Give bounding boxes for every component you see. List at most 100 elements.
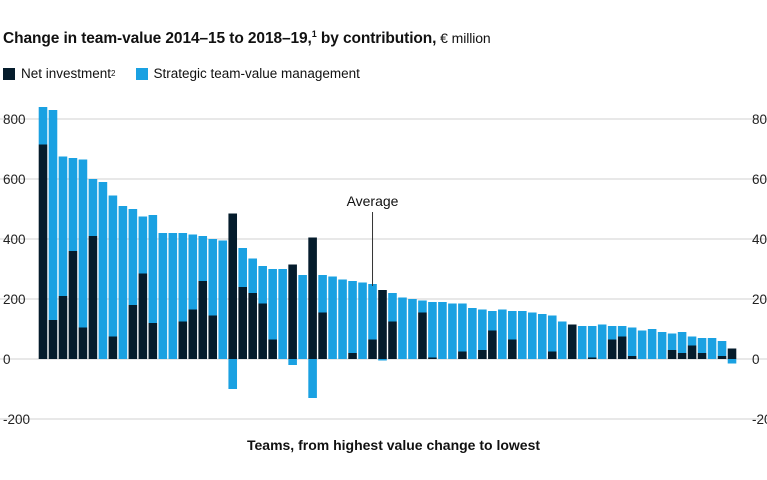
bar-strategic-management <box>537 314 547 359</box>
y-tick-label-right: 200 <box>752 292 767 307</box>
bar-strategic-management <box>278 269 287 359</box>
bar-strategic-management <box>508 311 517 340</box>
bar-net-investment <box>478 350 487 359</box>
bar-net-investment <box>607 339 617 359</box>
bar-net-investment <box>667 350 677 359</box>
y-tick-label-right: 400 <box>752 232 767 247</box>
title-text: Change in team-value 2014–15 to 2018–19, <box>3 30 312 48</box>
bar-net-investment <box>268 339 277 359</box>
y-tick-label-left: 800 <box>3 112 26 127</box>
bar-net-investment <box>258 303 267 359</box>
bar-strategic-management <box>318 275 327 313</box>
title-unit: € million <box>436 30 491 47</box>
y-tick-label-left: 400 <box>3 232 26 247</box>
bar-net-investment <box>148 323 158 359</box>
bar-strategic-management <box>727 359 737 364</box>
bar-net-investment <box>188 309 198 359</box>
bar-strategic-management <box>98 182 108 359</box>
bar-net-investment <box>288 264 297 359</box>
bar-strategic-management <box>368 284 377 340</box>
bar-strategic-management <box>597 324 607 359</box>
bar-net-investment <box>388 321 397 359</box>
bar-strategic-management <box>527 312 537 359</box>
bar-net-investment <box>178 321 188 359</box>
bar-net-investment <box>617 336 627 359</box>
legend-item-strategic: Strategic team-value management <box>135 66 360 81</box>
bar-net-investment <box>238 287 248 359</box>
bar-net-investment <box>348 353 357 359</box>
bar-strategic-management <box>198 236 208 281</box>
bar-strategic-management <box>398 297 407 359</box>
bar-strategic-management <box>458 303 467 352</box>
bar-net-investment <box>418 312 427 359</box>
bar-strategic-management <box>717 341 727 356</box>
bar-net-investment <box>108 336 118 359</box>
y-tick-label-left: 0 <box>3 352 11 367</box>
bar-strategic-management <box>148 215 158 323</box>
bar-net-investment <box>248 293 257 359</box>
bar-strategic-management <box>657 332 667 359</box>
legend-swatch-net-investment <box>3 67 15 80</box>
bar-net-investment <box>428 357 437 359</box>
average-annotation-label: Average <box>347 193 399 209</box>
bar-strategic-management <box>488 311 497 331</box>
bar-strategic-management <box>637 330 647 359</box>
y-tick-label-right: 0 <box>752 352 760 367</box>
title-suffix: by contribution, <box>316 30 437 48</box>
bar-strategic-management <box>677 332 687 353</box>
bar-net-investment <box>378 290 387 359</box>
bar-strategic-management <box>667 333 677 350</box>
bar-strategic-management <box>468 308 477 359</box>
chart-title: Change in team-value 2014–15 to 2018–19,… <box>3 29 491 48</box>
bar-net-investment <box>88 236 98 359</box>
bar-net-investment <box>627 356 637 359</box>
bar-net-investment <box>38 144 48 359</box>
bar-strategic-management <box>238 248 248 287</box>
bar-strategic-management <box>298 275 307 359</box>
bar-net-investment <box>458 351 467 359</box>
bar-strategic-management <box>647 329 657 359</box>
bar-strategic-management <box>178 233 188 322</box>
bar-net-investment <box>198 281 208 359</box>
bar-net-investment <box>677 353 687 359</box>
bar-net-investment <box>318 312 327 359</box>
bar-strategic-management <box>168 233 178 359</box>
bar-net-investment <box>368 339 377 359</box>
bar-strategic-management <box>208 239 218 316</box>
bar-net-investment <box>687 345 697 359</box>
bar-net-investment <box>68 251 78 359</box>
bar-net-investment <box>78 327 88 359</box>
bar-strategic-management <box>498 309 507 359</box>
bar-net-investment <box>547 351 557 359</box>
bar-net-investment <box>138 273 148 359</box>
bar-strategic-management <box>58 156 68 296</box>
bar-strategic-management <box>418 300 427 313</box>
bar-strategic-management <box>348 281 357 353</box>
legend-label-strategic: Strategic team-value management <box>153 66 360 81</box>
bar-strategic-management <box>88 179 98 236</box>
bar-strategic-management <box>358 282 367 359</box>
bar-strategic-management <box>557 321 567 359</box>
title-footnote-1: 1 <box>311 29 317 39</box>
legend-footnote-2: 2 <box>111 69 116 78</box>
bar-strategic-management <box>547 315 557 352</box>
bar-net-investment <box>308 237 317 359</box>
bar-strategic-management <box>248 258 257 293</box>
bar-strategic-management <box>118 206 128 359</box>
bar-strategic-management <box>378 359 387 361</box>
legend-label-net-investment: Net investment <box>21 66 112 81</box>
bar-net-investment <box>58 296 68 359</box>
bar-net-investment <box>567 324 577 359</box>
bar-strategic-management <box>478 309 487 350</box>
bar-strategic-management <box>258 266 267 304</box>
x-axis-label: Teams, from highest value change to lowe… <box>246 437 541 453</box>
bar-strategic-management <box>308 359 317 398</box>
bar-net-investment <box>697 353 707 359</box>
legend-swatch-strategic <box>135 67 148 80</box>
bar-strategic-management <box>587 326 597 358</box>
y-tick-label-right: 600 <box>752 172 767 187</box>
legend-item-net-investment: Net investment 2 <box>3 66 116 81</box>
bar-strategic-management <box>338 279 347 359</box>
bar-strategic-management <box>38 107 48 145</box>
